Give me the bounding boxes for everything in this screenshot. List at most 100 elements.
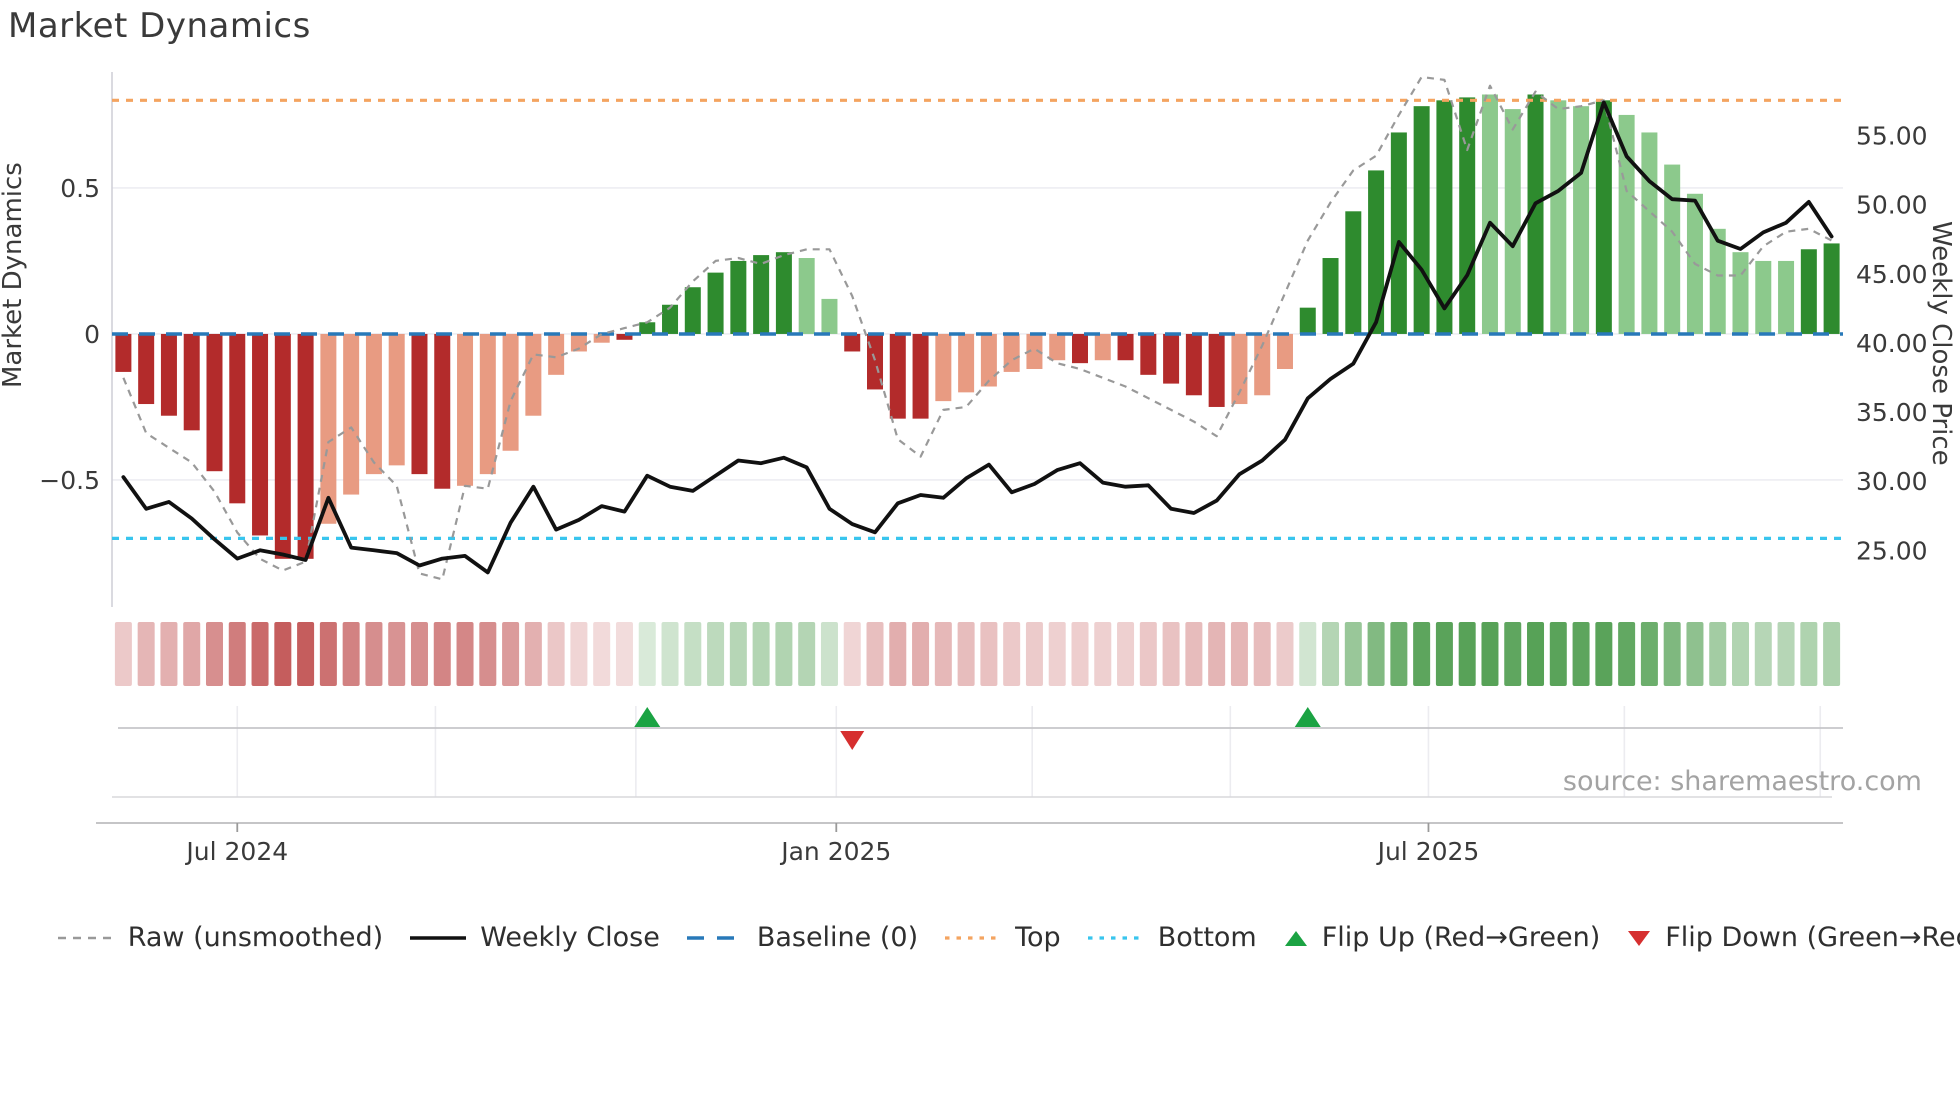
x-axis-tick-label: Jan 2025 [779, 837, 891, 866]
momentum-bar [479, 333, 496, 475]
y-axis-tick-right: 30.00 [1856, 467, 1928, 496]
momentum-bar [821, 298, 838, 334]
momentum-bar [707, 272, 724, 334]
momentum-bar [365, 333, 382, 475]
heatmap-cell [775, 622, 793, 686]
heatmap-cell [1230, 622, 1248, 686]
heatmap-cell [1800, 622, 1818, 686]
momentum-bar [1322, 258, 1339, 334]
momentum-bar [160, 333, 177, 416]
momentum-bar [662, 304, 679, 334]
heatmap-cell [638, 622, 656, 686]
legend-item-bottom: Bottom [1087, 922, 1257, 953]
momentum-bar [434, 333, 451, 489]
heatmap-cell [1481, 622, 1499, 686]
heatmap-cell [661, 622, 679, 686]
y-axis-tick-right: 55.00 [1856, 122, 1928, 151]
momentum-bar [980, 333, 997, 387]
momentum-bar [411, 333, 428, 475]
heatmap-cell [1071, 622, 1089, 686]
heatmap-cell [1094, 622, 1112, 686]
heatmap-cell [593, 622, 611, 686]
heatmap-cell [342, 622, 360, 686]
raw-line-swatch-icon [57, 936, 114, 939]
heatmap-cell [1413, 622, 1431, 686]
flip-up-marker [1294, 707, 1321, 727]
momentum-bar [1459, 97, 1476, 334]
heatmap-cell [1276, 622, 1294, 686]
heatmap-cell [1663, 622, 1681, 686]
heatmap-cell [820, 622, 838, 686]
momentum-bar [229, 333, 246, 504]
heatmap-cell [1686, 622, 1704, 686]
momentum-bar [1140, 333, 1157, 375]
momentum-bar [297, 333, 314, 559]
flip-up-triangle-icon [1284, 930, 1307, 946]
heatmap-cell [1435, 622, 1453, 686]
close-line [121, 100, 1834, 575]
heatmap-cell [570, 622, 588, 686]
momentum-bar [320, 333, 337, 524]
heatmap-cell [1754, 622, 1772, 686]
momentum-bar [1618, 114, 1635, 334]
heatmap-cell [388, 622, 406, 686]
momentum-bar [1094, 333, 1111, 361]
momentum-bar [502, 333, 519, 451]
flip-up-marker [634, 707, 661, 727]
momentum-bar [1413, 106, 1430, 334]
heatmap-cell [1117, 622, 1135, 686]
heatmap-cell [1732, 622, 1750, 686]
heatmap-cell [1162, 622, 1180, 686]
bottom-line-swatch-icon [1087, 935, 1144, 940]
momentum-bar [1550, 100, 1567, 334]
y-axis-tick-right: 35.00 [1856, 398, 1928, 427]
momentum-bar [1800, 249, 1817, 334]
momentum-bar [1664, 164, 1681, 334]
legend: Raw (unsmoothed) Weekly Close Baseline (… [57, 922, 1960, 953]
heatmap-cell [365, 622, 383, 686]
heatmap-cell [433, 622, 451, 686]
heatmap-cell [912, 622, 930, 686]
momentum-bar [935, 333, 952, 402]
momentum-bar [912, 333, 929, 419]
x-axis-tick-label: Jul 2024 [184, 837, 288, 866]
heatmap-cell [1504, 622, 1522, 686]
momentum-bar [183, 333, 200, 431]
momentum-bar [1778, 260, 1795, 334]
heatmap-cell [843, 622, 861, 686]
y-axis-label-right: Weekly Close Price [1926, 220, 1956, 466]
momentum-bar [1709, 228, 1726, 334]
heatmap-cell [1458, 622, 1476, 686]
legend-label: Baseline (0) [756, 922, 919, 953]
legend-label: Weekly Close [480, 922, 660, 953]
momentum-bar [1026, 333, 1043, 369]
momentum-bar [206, 333, 223, 472]
heatmap-cell [1253, 622, 1271, 686]
legend-item-baseline: Baseline (0) [686, 922, 918, 953]
heatmap-cell [1572, 622, 1590, 686]
heatmap-cell [1640, 622, 1658, 686]
heatmap-cell [1618, 622, 1636, 686]
heatmap-cell [319, 622, 337, 686]
legend-label: Flip Up (Red→Green) [1321, 922, 1601, 953]
momentum-bar [343, 333, 360, 495]
momentum-bar [844, 333, 861, 352]
heatmap-cell [251, 622, 269, 686]
heatmap-cell [752, 622, 770, 686]
momentum-bar [138, 333, 155, 405]
flip-down-marker [840, 731, 865, 750]
momentum-bar [115, 333, 132, 372]
momentum-bar [1641, 132, 1658, 334]
heatmap-cell [160, 622, 178, 686]
top-line-swatch-icon [945, 935, 1002, 940]
momentum-bar [1254, 333, 1271, 396]
heatmap-cell [957, 622, 975, 686]
heatmap-cell [980, 622, 998, 686]
heatmap-cell [1777, 622, 1795, 686]
momentum-bar [1368, 170, 1385, 334]
heatmap-cell [456, 622, 474, 686]
heatmap-cell [934, 622, 952, 686]
heatmap-cell [274, 622, 292, 686]
momentum-bar [252, 333, 269, 536]
